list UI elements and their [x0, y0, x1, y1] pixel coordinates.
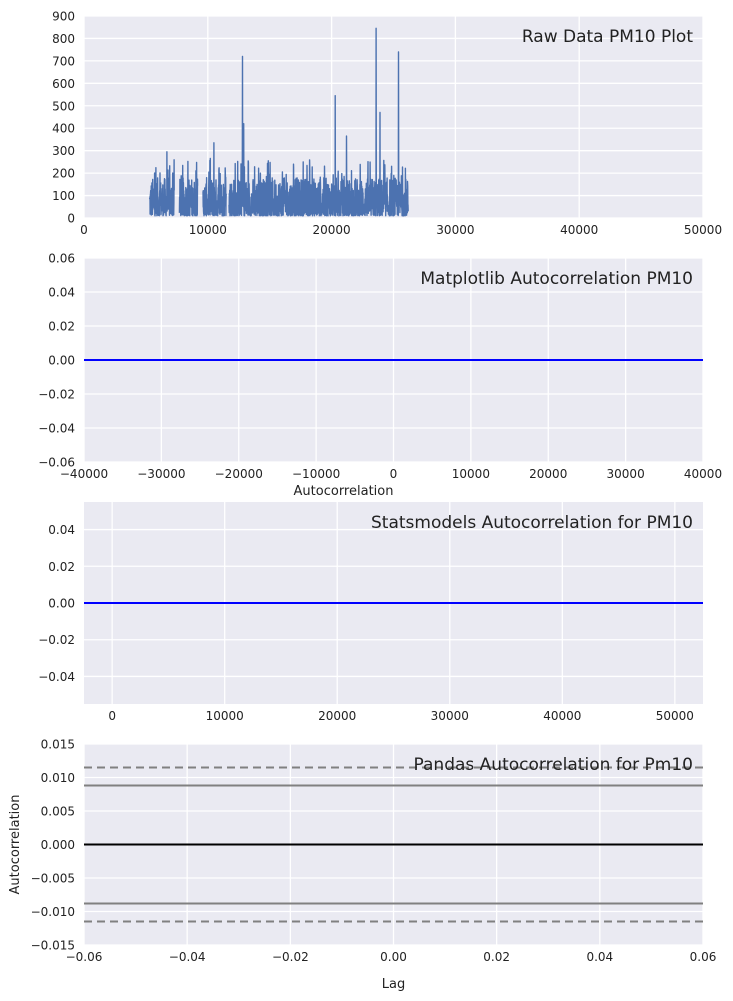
x-tick-label: −20000: [215, 467, 263, 481]
y-tick-label: 0.02: [48, 320, 75, 334]
y-tick-label: −0.005: [31, 872, 75, 886]
x-tick-label: 0: [108, 709, 116, 723]
plot-content: [84, 766, 703, 923]
x-tick-label: 10000: [452, 467, 490, 481]
series-line: [148, 27, 409, 217]
x-tick-label: −0.02: [272, 950, 309, 964]
subplot-3: 0 10000 20000 30000 40000 50000 0.04 0.02 0.00 −0…: [38, 502, 703, 723]
y-tick-label: 400: [52, 122, 75, 136]
x-tick-label: −0.04: [169, 950, 206, 964]
y-tick-label: −0.06: [38, 456, 75, 470]
y-tick-label: 900: [52, 10, 75, 24]
plot-content: [148, 27, 409, 217]
x-tick-label: 40000: [684, 467, 722, 481]
x-tick-label: 30000: [431, 709, 469, 723]
y-tick-label: 500: [52, 99, 75, 113]
chart-title: Raw Data PM10 Plot: [522, 27, 693, 47]
x-tick-label: 0.00: [380, 950, 407, 964]
y-tick-label: 800: [52, 32, 75, 46]
y-tick-label: 0.06: [48, 252, 75, 266]
x-tick-label: 0: [80, 223, 88, 237]
y-tick-label: 0.015: [41, 738, 75, 752]
y-tick-label: 0.005: [41, 805, 75, 819]
x-tick-label: −40000: [60, 467, 108, 481]
x-tick-label: 30000: [607, 467, 645, 481]
y-tick-label: 0.02: [48, 560, 75, 574]
subplot-4: −0.06 −0.04 −0.02 0.00 0.02 0.04 0.06 0.015 0.01…: [8, 738, 716, 993]
chart-title: Pandas Autocorrelation for Pm10: [414, 755, 693, 775]
y-tick-label: −0.02: [38, 388, 75, 402]
y-tick-label: 0.010: [41, 771, 75, 785]
x-tick-label: 40000: [543, 709, 581, 723]
x-tick-label: −0.06: [66, 950, 103, 964]
x-tick-label: 30000: [436, 223, 474, 237]
y-tick-label: 0.00: [48, 354, 75, 368]
y-tick-label: 0.00: [48, 597, 75, 611]
x-tick-label: 0: [390, 467, 398, 481]
y-tick-label: 0.000: [41, 838, 75, 852]
y-tick-label: −0.04: [38, 670, 75, 684]
y-tick-label: 300: [52, 144, 75, 158]
x-tick-label: 50000: [684, 223, 722, 237]
y-tick-label: 200: [52, 167, 75, 181]
x-tick-label: 10000: [189, 223, 227, 237]
x-tick-label: 0.04: [586, 950, 613, 964]
y-tick-label: −0.015: [31, 939, 75, 953]
x-tick-label: 20000: [313, 223, 351, 237]
subplot-2: −40000 −30000 −20000 −10000 0 10000 20000 30000…: [38, 252, 722, 500]
y-tick-label: −0.04: [38, 422, 75, 436]
x-tick-label: 20000: [318, 709, 356, 723]
subplot-1: 0 10000 20000 30000 40000 50000 0 100 200 300 400 5…: [52, 10, 722, 238]
chart-title: Matplotlib Autocorrelation PM10: [420, 269, 693, 289]
y-tick-label: 0.04: [48, 523, 75, 537]
x-tick-label: −30000: [137, 467, 185, 481]
x-tick-label: 0.06: [690, 950, 717, 964]
x-tick-label: 20000: [529, 467, 567, 481]
x-axis-label: Lag: [382, 977, 405, 992]
x-tick-label: 40000: [560, 223, 598, 237]
x-tick-label: −10000: [292, 467, 340, 481]
y-tick-label: −0.02: [38, 633, 75, 647]
x-tick-label: 50000: [656, 709, 694, 723]
y-tick-label: 100: [52, 189, 75, 203]
y-axis-label: Autocorrelation: [8, 795, 23, 895]
x-axis-label: Autocorrelation: [294, 484, 394, 499]
y-tick-label: 600: [52, 77, 75, 91]
y-tick-label: 700: [52, 54, 75, 68]
chart-title: Statsmodels Autocorrelation for PM10: [371, 513, 693, 533]
y-tick-label: 0: [67, 212, 75, 226]
x-tick-label: 0.02: [483, 950, 510, 964]
y-tick-label: 0.04: [48, 286, 75, 300]
x-tick-label: 10000: [206, 709, 244, 723]
y-tick-label: −0.010: [31, 905, 75, 919]
